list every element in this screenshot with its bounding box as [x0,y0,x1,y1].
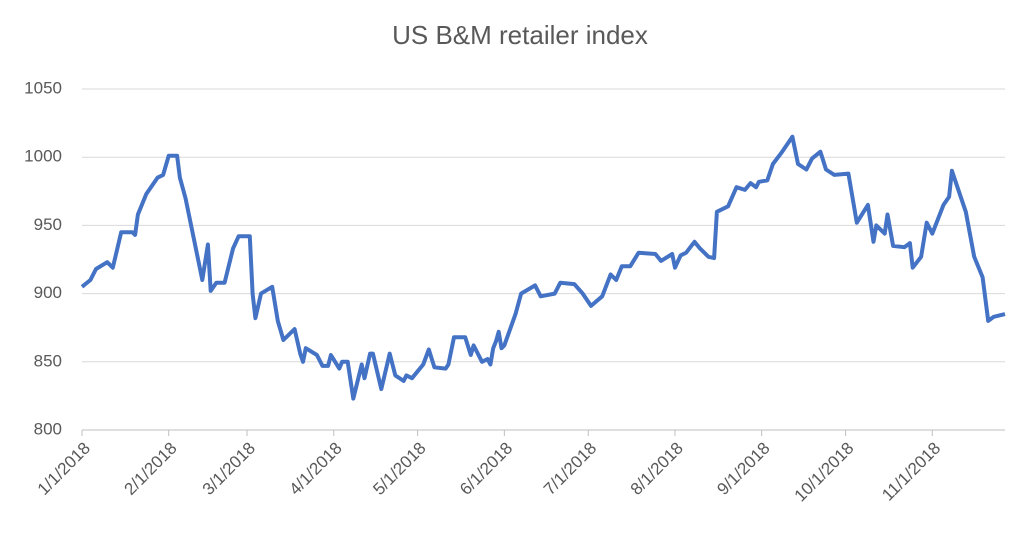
x-tick-label: 9/1/2018 [713,439,773,499]
series-line [80,134,1006,401]
x-tick-label: 7/1/2018 [540,439,600,499]
x-tick-label: 1/1/2018 [34,439,94,499]
y-tick-label: 850 [34,351,62,370]
y-tick-label: 900 [34,283,62,302]
y-tick-label: 950 [34,215,62,234]
x-tick-label: 10/1/2018 [791,439,858,506]
y-tick-label: 1000 [24,147,62,166]
x-tick-label: 4/1/2018 [285,439,345,499]
x-tick-label: 5/1/2018 [369,439,429,499]
x-tick-label: 8/1/2018 [627,439,687,499]
x-tick-label: 6/1/2018 [456,439,516,499]
x-tick-label: 3/1/2018 [199,439,259,499]
x-tick-label: 2/1/2018 [120,439,180,499]
y-tick-label: 1050 [24,78,62,97]
y-tick-label: 800 [34,419,62,438]
chart-title: US B&M retailer index [392,20,648,50]
x-tick-label: 11/1/2018 [878,439,944,505]
